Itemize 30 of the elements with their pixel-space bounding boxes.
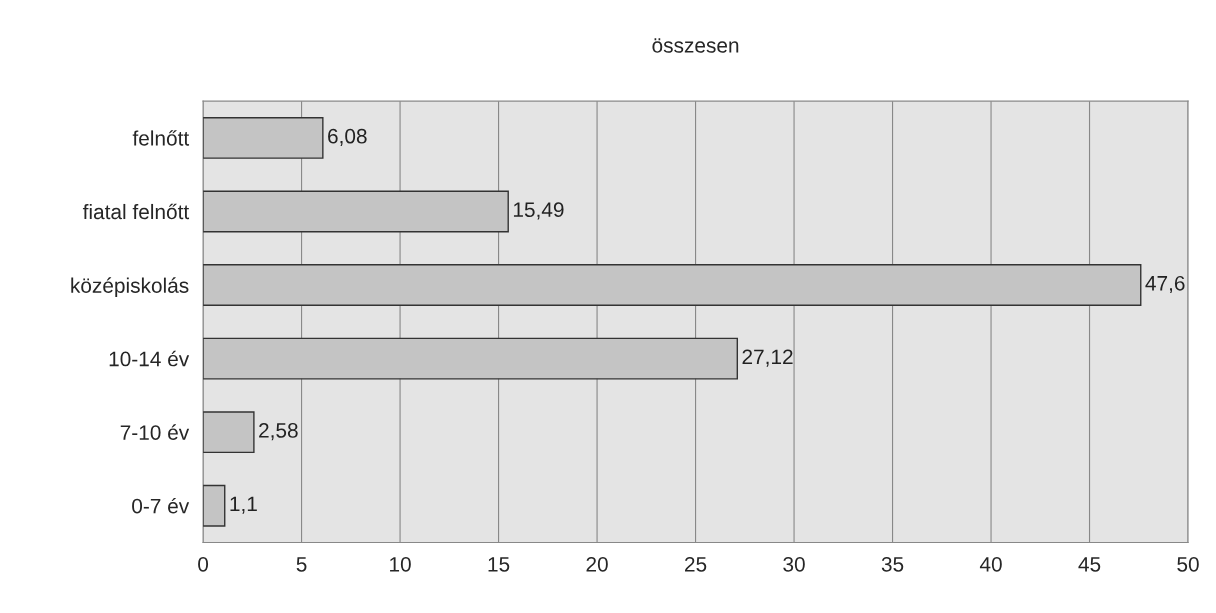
bar: [203, 264, 1142, 306]
x-tick-label: 0: [198, 556, 209, 572]
bar: [203, 117, 324, 159]
y-tick-label: középiskolás: [71, 277, 189, 298]
y-tick-label: 7-10 év: [120, 424, 190, 440]
x-tick-label: 10: [390, 556, 411, 572]
y-tick-label: 10-14 év: [109, 350, 190, 367]
x-tick-label: 20: [586, 556, 608, 572]
data-label: 15,49: [513, 202, 564, 220]
x-tick-label: 45: [1078, 557, 1101, 572]
x-tick-label: 5: [296, 557, 307, 572]
y-tick-label: 0-7 év: [132, 497, 190, 514]
bar: [203, 337, 739, 380]
data-label: 2,58: [259, 423, 298, 441]
chart-title: összesen: [652, 38, 739, 53]
x-tick-label: 50: [1177, 556, 1199, 572]
bar: [203, 484, 226, 527]
x-tick-label: 35: [881, 556, 904, 572]
x-tick-label: 40: [979, 556, 1002, 572]
x-tick-label: 30: [783, 556, 805, 572]
data-label: 1,1: [230, 496, 257, 514]
y-tick-label: fiatal felnőtt: [82, 203, 190, 220]
x-tick-label: 15: [488, 557, 510, 572]
bar: [203, 190, 509, 233]
data-label: 6,08: [328, 128, 367, 146]
bar: [203, 411, 255, 454]
data-label: 27,12: [742, 349, 793, 367]
x-tick-label: 25: [685, 556, 707, 572]
data-label: 47,6: [1145, 275, 1185, 294]
y-tick-label: felnőtt: [132, 130, 190, 146]
